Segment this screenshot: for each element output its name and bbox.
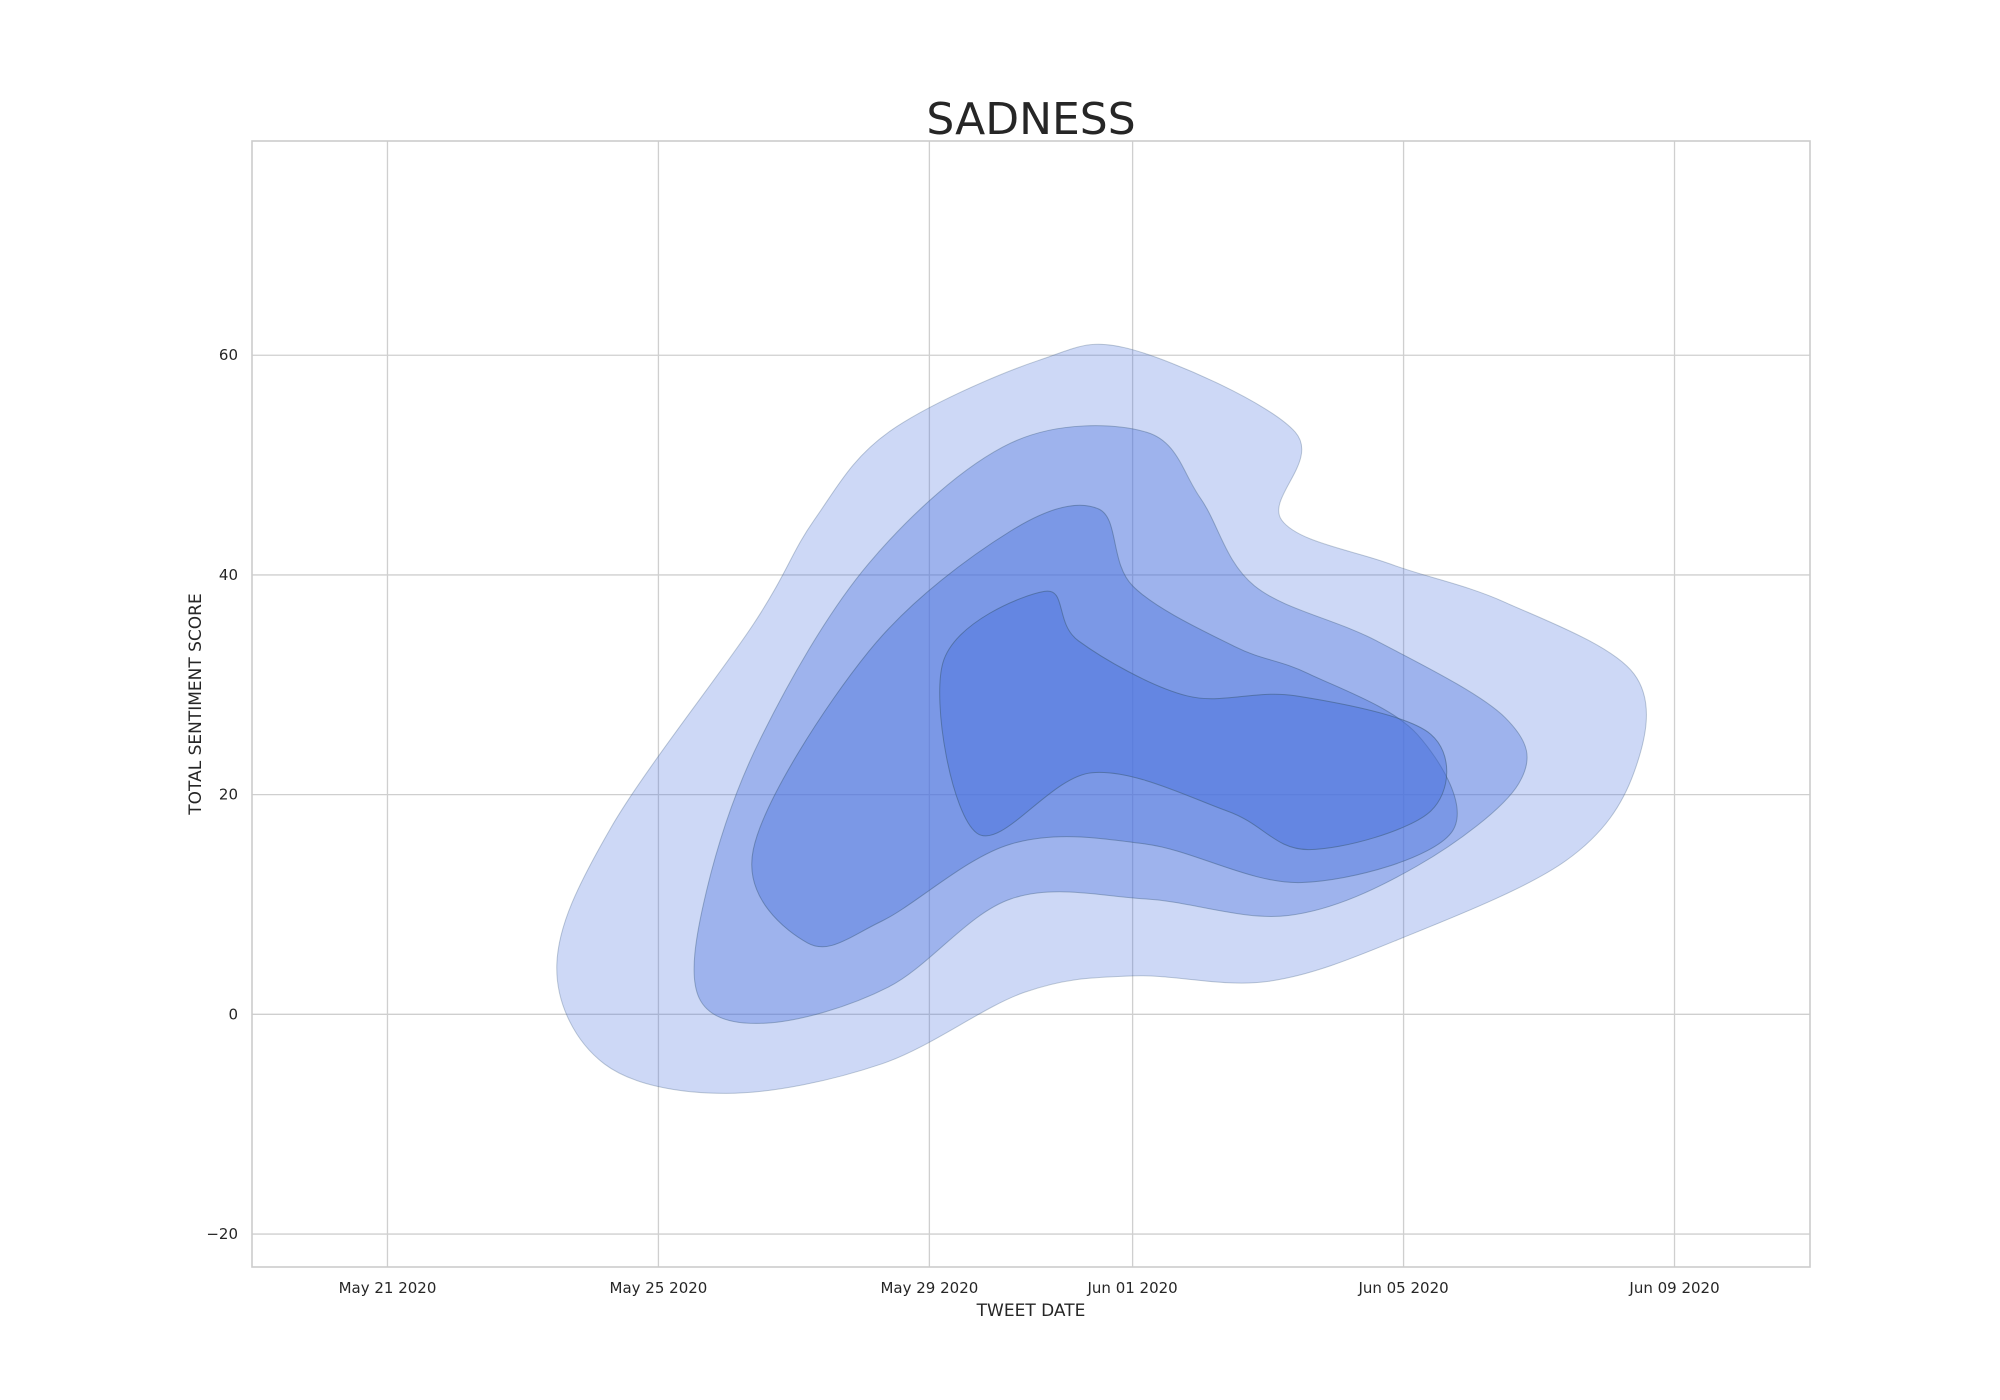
grid-layer — [252, 141, 1810, 1267]
x-tick-label: Jun 05 2020 — [1357, 1279, 1448, 1297]
y-tick-label: 60 — [219, 346, 238, 364]
x-tick-labels: May 21 2020 May 25 2020 May 29 2020 Jun 01 … — [339, 1279, 1720, 1297]
y-tick-label: −20 — [206, 1225, 238, 1243]
density-level-2 — [693, 425, 1528, 1024]
x-tick-label: May 25 2020 — [610, 1279, 708, 1297]
density-level-1 — [556, 343, 1647, 1094]
y-axis-label: TOTAL SENTIMENT SCORE — [186, 593, 206, 816]
y-tick-label: 0 — [228, 1005, 238, 1023]
y-tick-label: 20 — [219, 786, 238, 804]
x-tick-label: May 21 2020 — [339, 1279, 437, 1297]
y-tick-labels: −20 0 20 40 60 — [206, 346, 238, 1243]
x-tick-label: Jun 01 2020 — [1086, 1279, 1177, 1297]
y-tick-label: 40 — [219, 566, 238, 584]
x-axis-label: TWEET DATE — [976, 1301, 1086, 1321]
density-level-3 — [751, 504, 1458, 948]
density-layer — [556, 343, 1647, 1094]
x-tick-label: Jun 09 2020 — [1628, 1279, 1719, 1297]
chart-title: SADNESS — [926, 94, 1135, 145]
density-level-4 — [939, 590, 1448, 851]
plot-frame — [251, 140, 1811, 1268]
x-tick-label: May 29 2020 — [880, 1279, 978, 1297]
